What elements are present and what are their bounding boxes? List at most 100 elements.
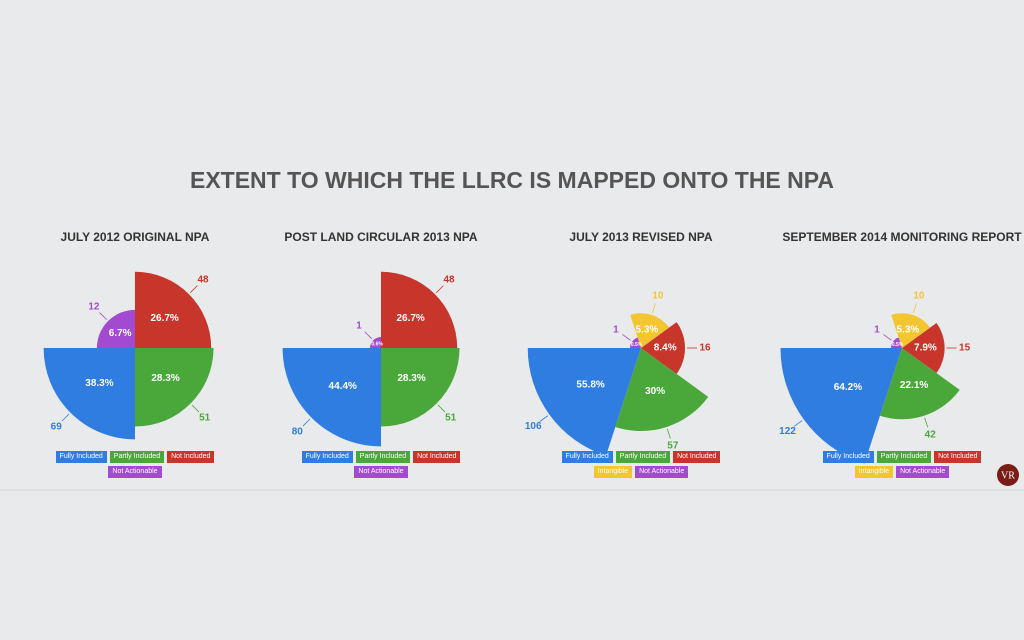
polar-wedge [630,337,641,348]
logo-badge [997,464,1019,486]
share-label: 44.4% [329,381,357,392]
count-label: 10 [913,291,925,302]
share-label: 0.6% [371,341,383,347]
legend-item: Not Actionable [896,466,950,478]
legend-item: Partly Included [355,451,411,463]
polar-wedge [282,348,381,447]
polar-wedge [902,322,945,374]
legend-item: Intangible [854,466,894,478]
legend-item: Partly Included [615,451,671,463]
share-label: 28.3% [151,373,179,384]
legend-item: Fully Included [55,451,107,463]
leader-line [924,417,929,428]
logo: VR [1001,470,1015,481]
polar-wedge [641,322,685,374]
share-label: 0.5% [631,342,643,348]
count-label: 15 [959,343,971,354]
legend-item: Fully Included [561,451,613,463]
count-label: 69 [51,421,63,432]
legend-item: Not Included [673,451,721,463]
main-title: EXTENT TO WHICH THE LLRC IS MAPPED ONTO … [190,167,834,193]
legend-item: Not Included [167,451,215,463]
polar-wedge [370,337,381,348]
leader-line [883,334,892,341]
leader-line [191,404,200,413]
share-label: 38.3% [85,378,113,389]
count-label: 42 [925,429,937,440]
polar-wedge [891,313,931,348]
legend-item: Partly Included [876,451,932,463]
legend-item: Not Actionable [108,466,162,478]
legend: Fully Included Partly Included Not Include… [281,451,481,478]
chart-title: JULY 2012 ORIGINAL NPA [61,230,210,244]
share-label: 8.4% [654,343,677,354]
legend-item: Not Included [934,451,982,463]
polar-wedge [381,348,460,427]
legend-item: Partly Included [109,451,165,463]
count-label: 51 [445,412,457,423]
polar-wedge [381,271,458,348]
share-label: 7.9% [914,343,937,354]
polar-wedge [527,348,641,456]
leader-line [190,285,198,293]
share-label: 55.8% [576,379,604,390]
leader-line [651,303,656,314]
count-label: 16 [699,343,711,354]
count-label: 12 [88,302,100,313]
count-label: 48 [197,275,209,286]
count-label: 10 [652,291,664,302]
share-label: 64.2% [834,382,862,393]
share-label: 5.3% [636,324,659,335]
chart-title: JULY 2013 REVISED NPA [569,230,713,244]
polar-wedge [780,348,902,464]
count-label: 57 [667,441,679,452]
legend-item: Not Actionable [635,466,689,478]
legend-item: Not Included [413,451,461,463]
legend: Fully Included Partly Included Not Include… [541,451,741,478]
chart-title: POST LAND CIRCULAR 2013 NPA [284,230,477,244]
count-label: 51 [199,412,211,423]
share-label: 28.3% [397,373,425,384]
share-label: 26.7% [396,313,424,324]
leader-line [436,285,444,293]
share-label: 30% [645,386,665,397]
polar-wedge [615,348,709,432]
legend: Fully Included Partly Included Not Include… [35,451,235,478]
leader-line [793,420,803,427]
legend-item: Fully Included [822,451,874,463]
share-label: 26.7% [150,313,178,324]
leader-line [912,303,917,314]
polar-wedge [96,309,135,348]
leader-line [99,312,107,320]
count-label: 1 [356,321,362,332]
legend-item: Not Actionable [354,466,408,478]
polar-wedge [891,337,902,348]
share-label: 22.1% [900,380,928,391]
count-label: 1 [613,324,619,335]
legend-item: Intangible [593,466,633,478]
leader-line [622,334,631,341]
count-label: 1 [874,324,880,335]
leader-line [61,413,70,422]
leader-line [437,404,446,413]
leader-line [666,428,671,439]
count-label: 48 [443,275,455,286]
leader-line [302,418,311,427]
share-label: 6.7% [109,328,132,339]
legend: Fully Included Partly Included Not Include… [802,451,1002,478]
chart-title: SEPTEMBER 2014 MONITORING REPORT [782,230,1022,244]
polar-wedge [135,348,214,427]
legend-item: Fully Included [301,451,353,463]
share-label: 0.5% [892,342,904,348]
polar-wedge [43,348,135,440]
leader-line [364,331,373,340]
count-label: 122 [779,426,796,437]
polar-wedge [879,348,960,420]
polar-wedge [630,313,670,348]
polar-wedge [135,271,212,348]
count-label: 106 [525,421,542,432]
share-label: 5.3% [897,324,920,335]
leader-line [539,415,548,422]
